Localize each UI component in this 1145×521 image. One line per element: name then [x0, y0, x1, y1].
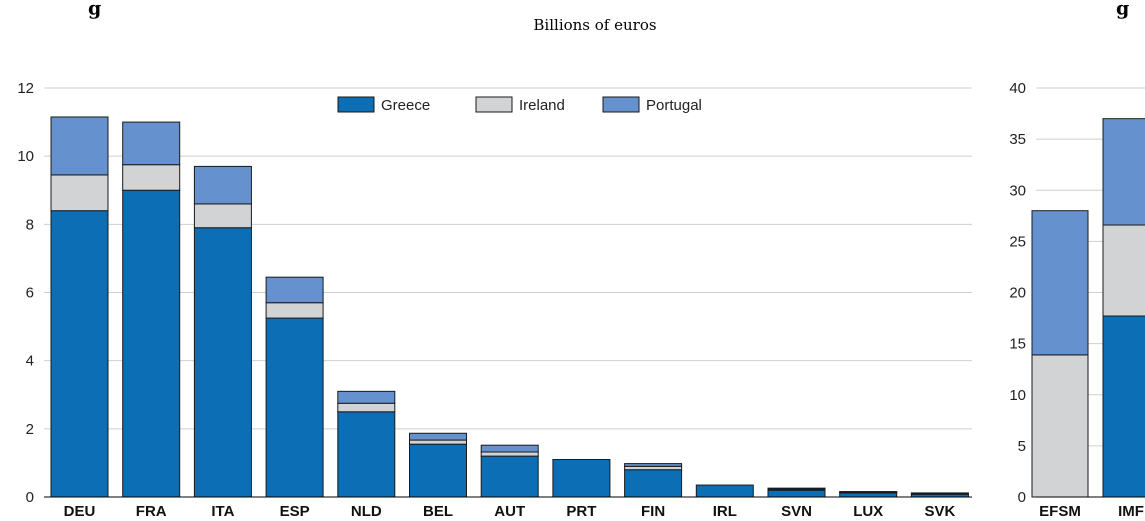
- bar-aut-greece: [480, 455, 539, 498]
- bar-fra-ireland: [122, 164, 181, 191]
- xtick-label-imf: IMF: [1118, 503, 1144, 516]
- left-ytick-label-12: 12: [17, 80, 34, 97]
- bar-deu-ireland: [50, 174, 109, 212]
- title-fragment-right: g: [1116, 0, 1129, 20]
- legend-swatch-ireland: [475, 96, 513, 113]
- bar-fra-portugal: [122, 121, 181, 166]
- title-fragment-left: g: [88, 0, 101, 20]
- xtick-label-efsm: EFSM: [1039, 503, 1081, 516]
- xtick-label-irl: IRL: [713, 503, 737, 516]
- bar-imf-portugal: [1102, 118, 1145, 226]
- bar-svn-greece: [767, 489, 826, 498]
- xtick-label-nld: NLD: [351, 503, 382, 516]
- bar-ita-ireland: [193, 203, 252, 229]
- xtick-label-aut: AUT: [494, 503, 525, 516]
- xtick-label-bel: BEL: [423, 503, 453, 516]
- left-panel: 0 2 4 6 8 10 12 DEU FRA ITA ESP NLD BEL AUT PRT FIN IRL S…: [17, 80, 972, 520]
- bar-aut-ireland: [480, 451, 539, 457]
- legend-label-ireland: Ireland: [519, 97, 565, 114]
- bar-prt-greece: [552, 459, 611, 498]
- bar-nld-portugal: [337, 390, 396, 404]
- xtick-label-svn: SVN: [781, 503, 812, 516]
- bar-svk-portugal: [910, 492, 969, 495]
- xtick-label-deu: DEU: [64, 503, 96, 516]
- bar-nld-greece: [337, 411, 396, 498]
- bar-esp-greece: [265, 317, 324, 498]
- bar-deu-portugal: [50, 116, 109, 176]
- bar-bel-greece: [409, 443, 467, 498]
- bar-fin-ireland: [624, 465, 683, 471]
- right-ytick-label-0: 0: [1018, 489, 1026, 506]
- left-ytick-label-0: 0: [26, 489, 34, 506]
- xtick-label-ita: ITA: [211, 503, 234, 516]
- bar-esp-portugal: [265, 276, 324, 304]
- xtick-label-esp: ESP: [280, 503, 310, 516]
- bar-lux-greece: [839, 492, 898, 498]
- bar-imf-greece: [1102, 315, 1145, 498]
- left-ytick-label-8: 8: [26, 216, 34, 233]
- right-ytick-label-5: 5: [1018, 438, 1026, 455]
- bar-ita-greece: [193, 227, 252, 498]
- right-ytick-label-15: 15: [1009, 336, 1026, 353]
- chart-subtitle: Billions of euros: [533, 16, 656, 34]
- right-ytick-label-40: 40: [1009, 80, 1026, 97]
- left-ytick-label-6: 6: [26, 285, 34, 302]
- left-ytick-label-10: 10: [17, 148, 34, 165]
- bar-nld-ireland: [337, 402, 396, 413]
- bar-fin-greece: [624, 469, 683, 498]
- bar-ita-portugal: [193, 165, 252, 205]
- bar-bel-portugal: [409, 432, 467, 441]
- bar-fin-portugal: [624, 463, 683, 467]
- xtick-label-prt: PRT: [566, 503, 596, 516]
- bar-imf-ireland: [1102, 224, 1145, 317]
- right-ytick-label-10: 10: [1009, 387, 1026, 404]
- legend-swatch-portugal: [602, 96, 640, 113]
- xtick-label-lux: LUX: [853, 503, 883, 516]
- right-ytick-label-25: 25: [1009, 233, 1026, 250]
- xtick-label-svk: SVK: [924, 503, 955, 516]
- right-ytick-label-35: 35: [1009, 131, 1026, 148]
- bar-deu-greece: [50, 210, 109, 498]
- bar-efsm-ireland: [1031, 354, 1089, 498]
- xtick-label-fra: FRA: [136, 503, 167, 516]
- legend: Greece Ireland Portugal: [337, 96, 702, 114]
- bar-irl-greece: [695, 484, 754, 498]
- legend-swatch-greece: [337, 96, 375, 113]
- right-ytick-label-30: 30: [1009, 182, 1026, 199]
- bar-fra-greece: [122, 189, 181, 498]
- right-ytick-label-20: 20: [1009, 285, 1026, 302]
- left-ytick-label-4: 4: [26, 353, 34, 370]
- bar-aut-portugal: [480, 444, 539, 453]
- bar-bel-ireland: [409, 439, 467, 445]
- left-ytick-label-2: 2: [26, 421, 34, 438]
- right-panel: 0 5 10 15 20 25 30 35 40 EFSM IMF: [1009, 80, 1145, 520]
- legend-label-greece: Greece: [381, 97, 430, 114]
- bar-lux-portugal: [839, 491, 898, 493]
- xtick-label-fin: FIN: [641, 503, 665, 516]
- bar-svn-portugal: [767, 487, 826, 490]
- bar-efsm-portugal: [1031, 210, 1089, 356]
- legend-label-portugal: Portugal: [646, 97, 702, 114]
- bar-esp-ireland: [265, 302, 324, 319]
